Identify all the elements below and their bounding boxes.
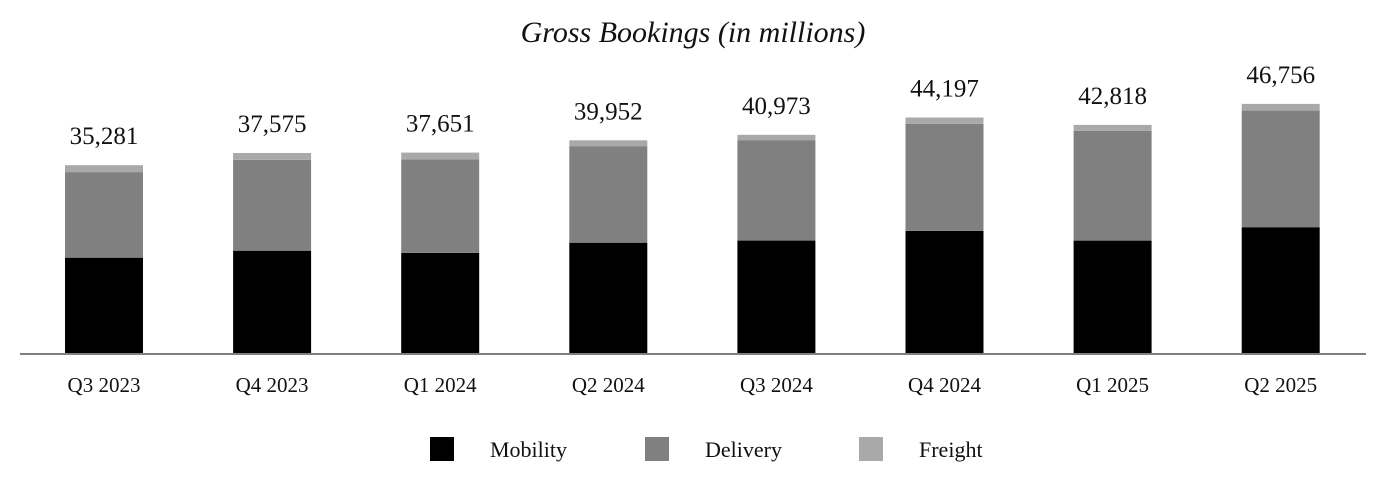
chart-title: Gross Bookings (in millions) (521, 16, 866, 49)
bar-freight-q3-2023 (65, 165, 143, 173)
bar-delivery-q4-2024 (905, 123, 984, 231)
x-tick-label-q4-2024: Q4 2024 (908, 373, 981, 397)
bar-mobility-q4-2024 (905, 230, 984, 354)
x-tick-label-q3-2024: Q3 2024 (740, 373, 813, 397)
bar-mobility-q2-2024 (569, 242, 648, 354)
legend-label-mobility: Mobility (490, 437, 567, 462)
bar-freight-q2-2024 (569, 140, 648, 147)
x-tick-label-q4-2023: Q4 2023 (236, 373, 309, 397)
bar-delivery-q3-2024 (737, 140, 816, 241)
bar-delivery-q2-2024 (569, 146, 648, 243)
total-label-q1-2025: 42,818 (1078, 83, 1147, 110)
x-tick-label-q1-2024: Q1 2024 (404, 373, 477, 397)
x-tick-label-q2-2024: Q2 2024 (572, 373, 645, 397)
bar-freight-q2-2025 (1241, 103, 1320, 111)
legend-swatch-mobility (430, 437, 454, 461)
total-label-q4-2023: 37,575 (238, 111, 307, 138)
bar-mobility-q4-2023 (233, 250, 312, 354)
legend-label-delivery: Delivery (705, 437, 782, 462)
bar-freight-q1-2024 (401, 152, 480, 160)
legend-label-freight: Freight (919, 437, 983, 462)
bar-mobility-q2-2025 (1241, 227, 1320, 354)
bar-freight-q4-2024 (905, 117, 984, 124)
legend-swatch-delivery (645, 437, 669, 461)
bar-delivery-q2-2025 (1241, 110, 1320, 228)
bar-freight-q3-2024 (737, 134, 816, 141)
total-label-q4-2024: 44,197 (910, 76, 979, 103)
total-label-q3-2024: 40,973 (742, 93, 811, 120)
x-tick-labels: Q3 2023 Q4 2023 Q1 2024 Q2 2024 Q3 2024 Q4 20… (68, 373, 1318, 397)
total-label-q2-2024: 39,952 (574, 98, 643, 125)
legend-swatch-freight (859, 437, 883, 461)
bar-mobility-q1-2024 (401, 252, 480, 354)
x-tick-label-q2-2025: Q2 2025 (1244, 373, 1317, 397)
bar-mobility-q3-2023 (65, 257, 143, 354)
bar-freight-q4-2023 (233, 153, 312, 160)
x-tick-label-q1-2025: Q1 2025 (1076, 373, 1149, 397)
bar-freight-q1-2025 (1073, 124, 1152, 131)
total-labels-layer: 35,281 37,575 37,651 39,952 40,973 44,197 42,8… (70, 62, 1315, 150)
total-label-q1-2024: 37,651 (406, 111, 475, 138)
bars-layer (65, 103, 1320, 354)
legend: Mobility Delivery Freight (430, 437, 983, 462)
bar-mobility-q3-2024 (737, 240, 816, 354)
bar-delivery-q1-2024 (401, 159, 480, 253)
bar-delivery-q4-2023 (233, 159, 312, 251)
x-tick-label-q3-2023: Q3 2023 (68, 373, 141, 397)
bar-delivery-q3-2023 (65, 172, 143, 258)
total-label-q3-2023: 35,281 (70, 123, 139, 150)
bar-mobility-q1-2025 (1073, 240, 1152, 354)
bar-delivery-q1-2025 (1073, 130, 1152, 241)
total-label-q2-2025: 46,756 (1246, 62, 1315, 89)
